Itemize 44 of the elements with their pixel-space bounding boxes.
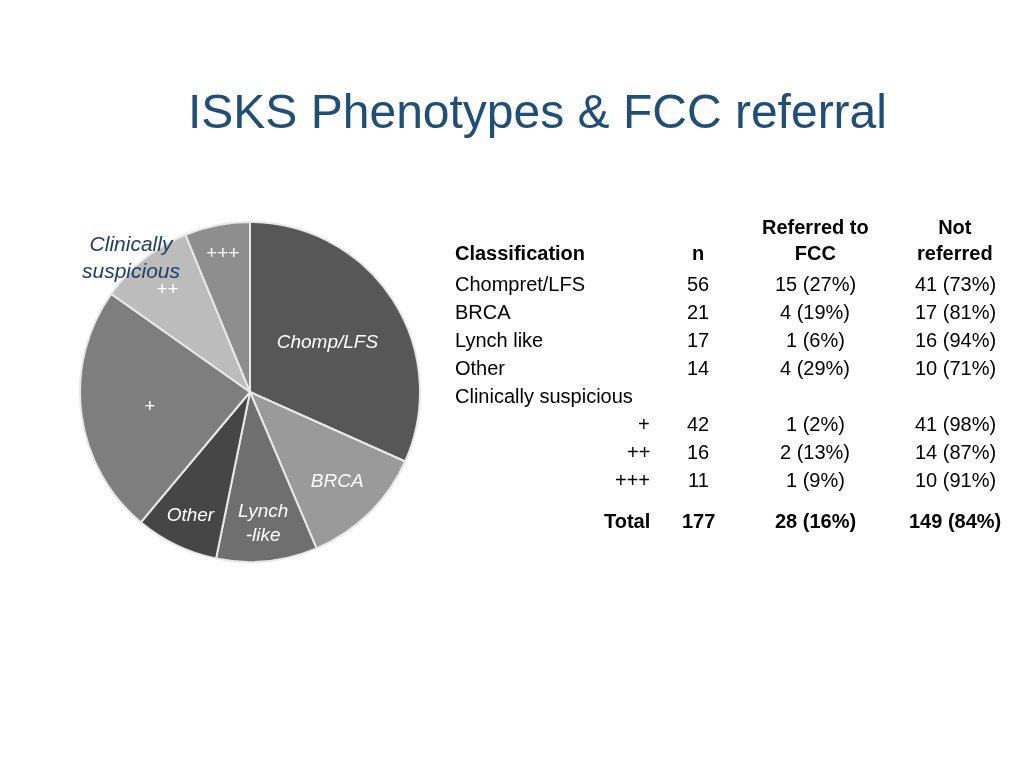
text: 149 (84%) xyxy=(909,510,1002,532)
slice-label: BRCA xyxy=(310,470,364,492)
text: Lynch like xyxy=(455,329,544,351)
slice-label: +++ xyxy=(205,241,240,263)
slice-label: Other xyxy=(166,504,215,526)
text: BRCA xyxy=(455,301,512,323)
text: ++ xyxy=(627,441,651,463)
text: Clinically suspicious xyxy=(455,385,633,407)
text: n xyxy=(692,242,705,264)
text: Other xyxy=(455,357,506,379)
text: 11 xyxy=(688,469,709,491)
slice-label: Chomp/LFS xyxy=(276,331,379,353)
text: 17 (81%) xyxy=(915,301,997,323)
text: 41 (98%) xyxy=(915,413,997,435)
text: Classification xyxy=(455,242,586,264)
text: 1 (2%) xyxy=(786,413,845,435)
text: 15 (27%) xyxy=(775,273,857,295)
text: 2 (13%) xyxy=(780,441,851,463)
text: 14 (87%) xyxy=(915,441,997,463)
text: 14 xyxy=(687,357,710,379)
text: 10 (91%) xyxy=(915,469,997,491)
text: 4 (29%) xyxy=(780,357,851,379)
text: 177 xyxy=(682,510,716,532)
text: Referred to FCC xyxy=(762,216,869,264)
text: 17 xyxy=(687,329,710,351)
text: 4 (19%) xyxy=(780,301,851,323)
text: + xyxy=(638,413,650,435)
slice-label: + xyxy=(143,394,156,416)
text: 42 xyxy=(687,413,710,435)
text: 1 (9%) xyxy=(786,469,845,491)
text: 16 xyxy=(687,441,710,463)
slice-label: Lynch -like xyxy=(237,499,289,546)
text: 56 xyxy=(687,273,710,295)
text: +++ xyxy=(615,469,651,491)
text: 16 (94%) xyxy=(915,329,997,351)
text: 41 (73%) xyxy=(915,273,997,295)
text: 21 xyxy=(687,301,710,323)
text: Not referred xyxy=(917,216,993,264)
text: 10 (71%) xyxy=(915,357,997,379)
text: ISKS Phenotypes & FCC referral xyxy=(188,85,887,138)
text: 1 (6%) xyxy=(786,329,845,351)
text: Chompret/LFS xyxy=(455,273,586,295)
text: 28 (16%) xyxy=(775,510,857,532)
text: Total xyxy=(604,510,651,532)
